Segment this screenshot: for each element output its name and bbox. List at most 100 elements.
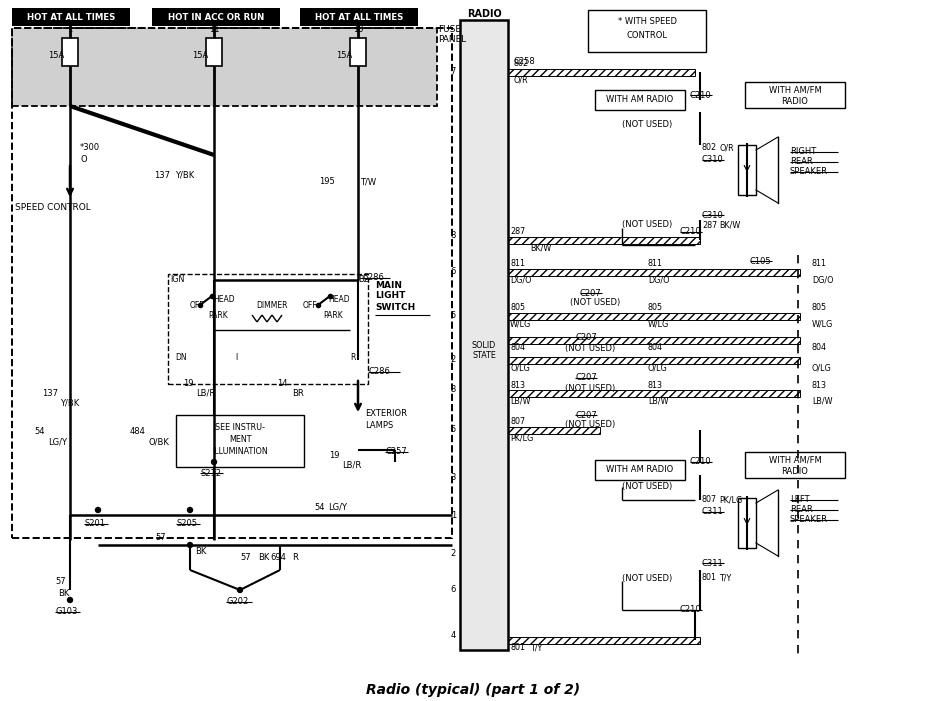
Bar (508, 336, 800, 343)
Bar (508, 426, 600, 433)
Text: 813: 813 (648, 381, 663, 390)
Text: W/LG: W/LG (648, 320, 670, 329)
Bar (508, 268, 800, 275)
Bar (745, 82, 845, 108)
Text: 57: 57 (55, 578, 65, 587)
Text: LG/Y: LG/Y (328, 503, 347, 512)
Text: T/Y: T/Y (719, 573, 731, 583)
Text: 1: 1 (451, 510, 456, 519)
Text: 804: 804 (648, 343, 663, 353)
Text: LB/W: LB/W (510, 397, 530, 405)
Text: 15A: 15A (48, 50, 64, 60)
Text: (NOT USED): (NOT USED) (622, 573, 672, 583)
Text: STATE: STATE (472, 350, 496, 360)
Text: C311: C311 (702, 508, 724, 517)
Text: 11: 11 (208, 25, 220, 34)
Text: 2: 2 (451, 355, 456, 365)
Text: IGN: IGN (170, 275, 185, 285)
Text: O/BK: O/BK (148, 437, 169, 447)
Text: C207: C207 (575, 332, 597, 341)
Text: 805: 805 (648, 304, 663, 313)
Text: 805: 805 (510, 304, 526, 313)
Text: SPEAKER: SPEAKER (790, 515, 828, 524)
Bar (206, 38, 222, 66)
Text: C286: C286 (368, 367, 390, 376)
Text: (NOT USED): (NOT USED) (565, 383, 616, 393)
Text: HOT IN ACC OR RUN: HOT IN ACC OR RUN (168, 13, 264, 22)
Bar (738, 498, 756, 548)
Text: S212: S212 (200, 468, 221, 477)
Bar (595, 90, 685, 110)
Text: 802: 802 (513, 60, 528, 69)
Text: B2: B2 (358, 275, 368, 285)
Circle shape (188, 543, 192, 547)
Bar (595, 460, 685, 480)
Text: 802: 802 (702, 144, 717, 153)
Text: LG/Y: LG/Y (48, 437, 67, 447)
Text: 811: 811 (812, 259, 827, 268)
Text: I: I (235, 353, 238, 362)
Text: 57: 57 (240, 554, 251, 562)
Text: MAIN: MAIN (375, 280, 402, 290)
Text: 813: 813 (812, 381, 827, 390)
Text: SPEAKER: SPEAKER (790, 168, 828, 177)
Text: HOT AT ALL TIMES: HOT AT ALL TIMES (314, 13, 403, 22)
Text: C258: C258 (513, 57, 535, 67)
Text: BK: BK (58, 589, 69, 597)
Text: BR: BR (292, 388, 304, 397)
Text: 484: 484 (129, 428, 145, 437)
Text: C210: C210 (680, 228, 702, 236)
Text: BK/W: BK/W (530, 243, 551, 252)
Text: MENT: MENT (229, 435, 251, 444)
Text: 14: 14 (277, 379, 288, 388)
Bar (300, 8, 418, 26)
Text: LB/W: LB/W (812, 397, 832, 405)
Text: LAMPS: LAMPS (365, 421, 393, 430)
Text: Radio (typical) (part 1 of 2): Radio (typical) (part 1 of 2) (366, 683, 581, 697)
Text: DG/O: DG/O (648, 275, 670, 285)
Text: EXTERIOR: EXTERIOR (365, 409, 407, 418)
Text: SOLID: SOLID (472, 341, 496, 350)
Text: O: O (80, 154, 86, 163)
Text: WITH AM/FM: WITH AM/FM (769, 456, 821, 465)
Text: G103: G103 (55, 608, 78, 616)
Text: W/LG: W/LG (812, 320, 833, 329)
Bar (460, 20, 508, 650)
Text: LB/W: LB/W (648, 397, 669, 405)
Text: OFF: OFF (190, 301, 205, 310)
Text: RADIO: RADIO (781, 97, 809, 107)
Text: HEAD: HEAD (213, 296, 235, 304)
Text: 811: 811 (648, 259, 663, 268)
Bar (350, 38, 366, 66)
Text: C310: C310 (702, 156, 724, 165)
Text: 2: 2 (451, 548, 456, 557)
Text: 811: 811 (510, 259, 525, 268)
Text: 801: 801 (702, 573, 717, 583)
Bar (152, 8, 280, 26)
Text: 6: 6 (451, 268, 456, 276)
Text: PANEL: PANEL (438, 36, 466, 44)
Bar (62, 38, 78, 66)
Bar (508, 236, 700, 243)
Text: R: R (292, 554, 298, 562)
Text: 57: 57 (155, 533, 166, 543)
Bar (12, 28, 452, 538)
Bar (168, 274, 368, 384)
Text: SEE INSTRU-: SEE INSTRU- (215, 423, 265, 433)
Circle shape (188, 508, 192, 512)
Text: C210: C210 (690, 458, 711, 466)
Text: WITH AM/FM: WITH AM/FM (769, 86, 821, 95)
Text: 1: 1 (67, 25, 73, 34)
Text: C210: C210 (680, 606, 702, 615)
Text: C311: C311 (702, 559, 724, 568)
Text: (NOT USED): (NOT USED) (622, 121, 672, 130)
Text: HEAD: HEAD (328, 296, 349, 304)
Text: OFF: OFF (303, 301, 317, 310)
Text: (NOT USED): (NOT USED) (565, 421, 616, 430)
Text: *300: *300 (80, 144, 100, 153)
Text: 4: 4 (451, 630, 456, 639)
Text: C257: C257 (385, 447, 407, 456)
Text: ILLUMINATION: ILLUMINATION (212, 447, 268, 456)
Text: T/W: T/W (360, 177, 376, 186)
Text: LB/R: LB/R (196, 388, 215, 397)
